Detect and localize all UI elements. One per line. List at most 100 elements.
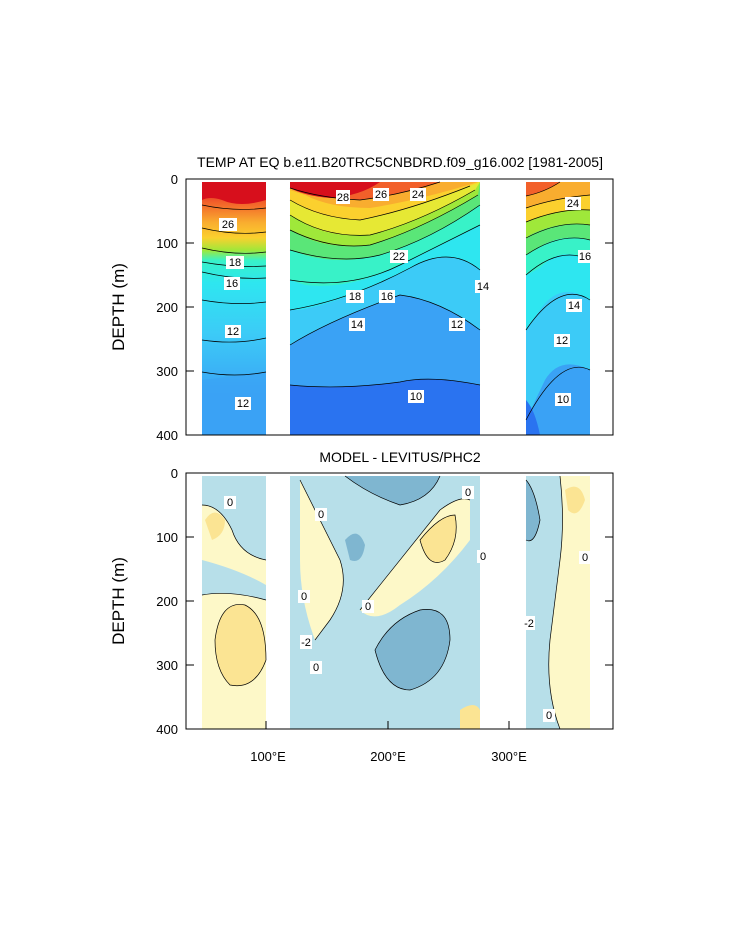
contour-label: 0 [579,551,591,564]
svg-text:26: 26 [375,189,387,201]
svg-text:16: 16 [226,278,238,290]
svg-text:16: 16 [381,291,393,303]
x-tick-label: 100°E [250,749,286,764]
bottom-contour-lines [201,475,563,729]
bottom-mid-neg-dark-2 [375,609,450,690]
bottom-left-pos-deep [215,604,266,686]
top-y-tick-labels: 0 100 200 300 400 [156,172,178,443]
svg-text:0: 0 [313,662,319,674]
bottom-mid-pos-bottom [460,705,480,729]
y-tick-label: 0 [171,172,178,187]
contour-label: -2 [300,635,312,649]
svg-text:0: 0 [480,551,486,563]
contour-label: 12 [554,334,570,347]
top-y-axis-label: DEPTH (m) [109,263,128,351]
svg-text:26: 26 [222,219,234,231]
contour-label: 18 [226,256,244,269]
contour-label: 10 [555,393,571,406]
svg-text:12: 12 [237,398,249,410]
contour-label: 0 [543,709,555,722]
contour-label: 0 [477,550,489,563]
contour-label: 18 [346,290,364,303]
svg-text:22: 22 [393,251,405,263]
bottom-mid-pos-band-1 [300,480,344,640]
svg-text:0: 0 [365,601,371,613]
bottom-y-tick-labels: 0 100 200 300 400 [156,466,178,737]
bottom-contour-labels: 0 0 0 0 0 0 -2 0 -2 0 0 [224,486,591,722]
y-tick-label: 400 [156,428,178,443]
svg-text:24: 24 [567,198,579,210]
y-tick-label: 300 [156,364,178,379]
x-tick-label: 300°E [491,749,527,764]
bottom-y-axis-label: DEPTH (m) [109,557,128,645]
bottom-right-pos [548,476,590,729]
contour-label: 24 [410,188,426,201]
contour-label: 12 [449,318,465,331]
contour-label: 28 [336,190,350,204]
bottom-plot-area: 0 0 0 0 0 0 -2 0 -2 0 0 [201,475,591,729]
svg-text:18: 18 [349,291,361,303]
y-tick-label: 100 [156,530,178,545]
svg-text:0: 0 [582,552,588,564]
top-right-warm [526,182,560,196]
svg-text:18: 18 [229,257,241,269]
svg-text:0: 0 [546,710,552,722]
bottom-x-ticks [265,721,510,729]
svg-text:14: 14 [477,281,489,293]
contour-label: 16 [379,290,395,303]
top-y-ticks [186,178,613,436]
bottom-right-pos-core [565,486,585,514]
bottom-mid-neg-dark-3 [345,533,365,561]
svg-text:0: 0 [301,591,307,603]
x-tick-label: 200°E [370,749,406,764]
svg-text:24: 24 [412,189,424,201]
svg-text:14: 14 [568,300,580,312]
y-tick-label: 100 [156,236,178,251]
bottom-x-tick-labels: 100°E 200°E 300°E [250,749,527,764]
top-left-deep [202,372,266,435]
y-tick-label: 200 [156,300,178,315]
top-contour-labels: 28 26 24 26 18 16 22 18 16 14 14 12 12 1… [219,188,592,410]
bottom-right-neg-dark [526,480,540,541]
contour-label: 0 [224,496,236,509]
contour-label: 12 [225,325,241,338]
contour-label: 16 [578,250,592,263]
top-right-deep [526,400,540,435]
contour-label: 12 [235,397,251,410]
contour-label: 0 [310,661,322,674]
contour-label: 10 [408,390,424,403]
contour-label: 16 [224,277,240,290]
contour-label: 26 [219,218,237,231]
contour-label: 14 [475,280,491,293]
svg-text:14: 14 [351,319,363,331]
y-tick-label: 300 [156,658,178,673]
contour-label: 14 [349,318,365,331]
contour-label: 26 [373,188,389,201]
y-tick-label: 400 [156,722,178,737]
svg-text:-2: -2 [301,637,311,649]
contour-label: 24 [565,197,581,210]
svg-text:12: 12 [556,335,568,347]
top-left-warm-pool [202,182,266,204]
svg-text:0: 0 [465,487,471,499]
svg-text:12: 12 [451,319,463,331]
bottom-left-pos-top [205,512,225,540]
contour-label: 22 [390,250,408,263]
bottom-mid-pos-core [420,515,457,563]
bottom-left-neg-top [202,476,266,560]
svg-text:-2: -2 [524,618,534,630]
bottom-mid-neg-dark-1 [345,476,440,505]
y-tick-label: 200 [156,594,178,609]
bottom-y-ticks [186,472,613,730]
contour-label: 14 [566,299,582,312]
contour-label: -2 [523,616,535,630]
contour-label: 0 [462,486,474,499]
top-plot-area: 28 26 24 26 18 16 22 18 16 14 14 12 12 1… [201,181,592,435]
svg-text:28: 28 [337,192,349,204]
bottom-left-neg-mid [202,560,266,600]
bottom-title: MODEL - LEVITUS/PHC2 [319,449,481,465]
top-title: TEMP AT EQ b.e11.B20TRC5CNBDRD.f09_g16.0… [197,154,603,170]
contour-label: 0 [315,508,327,521]
y-tick-label: 0 [171,466,178,481]
